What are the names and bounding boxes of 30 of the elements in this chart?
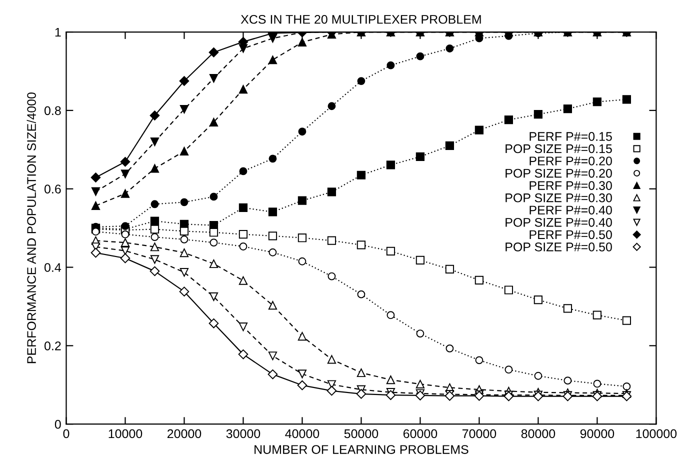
x-tick-label: 60000 (403, 429, 438, 438)
legend-label: POP SIZE P#=0.40 (506, 218, 612, 227)
y-tick-label: 0.6 (44, 184, 61, 194)
legend-label: PERF P#=0.30 (530, 181, 612, 190)
legend-label: PERF P#=0.50 (530, 230, 612, 240)
x-tick-label: 10000 (108, 429, 142, 438)
x-tick-label: 0 (63, 429, 70, 438)
x-tick-label: 40000 (285, 429, 320, 438)
legend-label: PERF P#=0.15 (530, 132, 612, 141)
legend-label: PERF P#=0.40 (530, 206, 612, 215)
legend-label: POP SIZE P#=0.30 (506, 193, 612, 202)
y-axis-title: PERFORMANCE AND POPULATION SIZE/4000 (26, 92, 36, 364)
x-tick-label: 90000 (580, 429, 614, 438)
legend-label: POP SIZE P#=0.20 (506, 168, 612, 178)
x-tick-label: 20000 (167, 429, 202, 438)
y-tick-label: 0.4 (44, 263, 62, 272)
x-axis-title: NUMBER OF LEARNING PROBLEMS (254, 445, 468, 454)
legend-label: PERF P#=0.20 (530, 156, 612, 166)
x-tick-label: 70000 (462, 429, 496, 438)
chart-title: XCS IN THE 20 MULTIPLEXER PROBLEM (240, 14, 481, 24)
x-tick-label: 100000 (636, 429, 677, 438)
legend-label: POP SIZE P#=0.15 (506, 144, 612, 154)
x-tick-label: 50000 (344, 429, 378, 438)
x-tick-label: 80000 (521, 429, 556, 438)
y-tick-label: 1 (55, 28, 61, 37)
y-tick-label: 0 (54, 420, 61, 429)
x-tick-label: 30000 (226, 429, 260, 438)
y-tick-label: 0.2 (44, 341, 61, 350)
legend-label: POP SIZE P#=0.50 (506, 242, 612, 252)
y-tick-label: 0.8 (44, 106, 61, 116)
